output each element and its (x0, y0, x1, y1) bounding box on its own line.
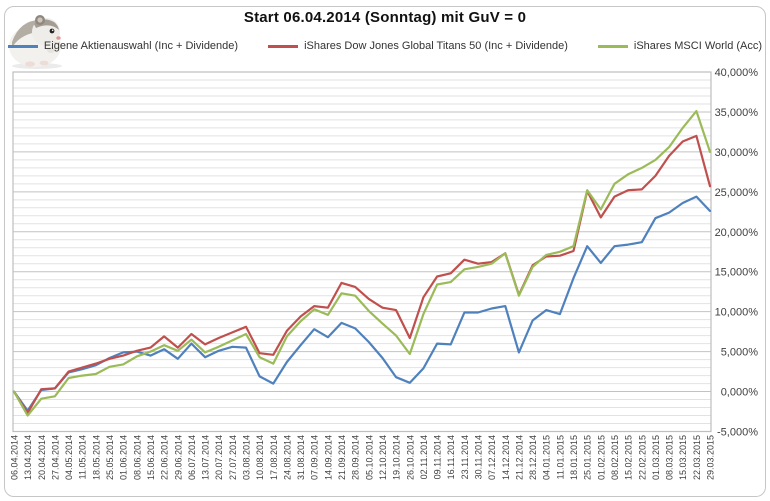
x-tick-label: 19.10.2014 (392, 435, 402, 480)
x-tick-label: 07.12.2014 (487, 435, 497, 480)
y-tick-label: 30,000% (715, 147, 759, 159)
x-tick-label: 10.08.2014 (255, 435, 265, 480)
y-tick-label: 40,000% (715, 67, 759, 79)
x-tick-label: 03.08.2014 (242, 435, 252, 480)
x-tick-label: 18.01.2015 (569, 435, 579, 480)
x-tick-label: 14.09.2014 (323, 435, 333, 480)
x-tick-label: 22.02.2015 (637, 435, 647, 480)
x-tick-label: 06.04.2014 (10, 435, 20, 480)
x-tick-label: 17.08.2014 (269, 435, 279, 480)
x-tick-label: 07.09.2014 (310, 435, 320, 480)
legend-item-0: Eigene Aktienauswahl (Inc + Dividende) (7, 40, 239, 52)
x-tick-label: 02.11.2014 (419, 435, 429, 479)
x-tick-label: 26.10.2014 (405, 435, 415, 480)
x-tick-label: 24.08.2014 (282, 435, 292, 480)
x-tick-label: 08.06.2014 (132, 435, 142, 480)
legend-label: iShares MSCI World (Acc) (633, 40, 763, 52)
x-tick-label: 21.12.2014 (514, 435, 524, 480)
x-tick-label: 09.11.2014 (433, 435, 443, 479)
x-tick-label: 18.05.2014 (91, 435, 101, 480)
legend-line-swatch (7, 44, 38, 48)
x-tick-label: 14.12.2014 (501, 435, 511, 480)
x-tick-label: 30.11.2014 (474, 435, 484, 479)
x-tick-label: 11.05.2014 (78, 435, 88, 479)
x-tick-label: 01.06.2014 (119, 435, 129, 480)
x-tick-label: 13.04.2014 (23, 435, 33, 480)
x-tick-label: 12.10.2014 (378, 435, 388, 480)
x-tick-label: 15.03.2015 (678, 435, 688, 480)
x-tick-label: 01.03.2015 (651, 435, 661, 480)
y-tick-label: 10,000% (715, 307, 759, 319)
chart-title: Start 06.04.2014 (Sonntag) mit GuV = 0 (243, 9, 527, 26)
x-tick-label: 15.02.2015 (624, 435, 634, 480)
chart-legend: Eigene Aktienauswahl (Inc + Dividende) iS… (0, 40, 770, 52)
y-tick-label: 15,000% (715, 267, 759, 279)
x-tick-label: 29.06.2014 (173, 435, 183, 480)
x-tick-label: 01.02.2015 (596, 435, 606, 480)
x-tick-label: 22.06.2014 (160, 435, 170, 480)
y-tick-label: 25,000% (715, 187, 759, 199)
legend-item-1: iShares Dow Jones Global Titans 50 (Inc … (268, 40, 568, 52)
y-tick-label: 5,000% (721, 347, 759, 359)
x-tick-label: 15.06.2014 (146, 435, 156, 480)
x-tick-label: 08.02.2015 (610, 435, 620, 480)
x-tick-label: 05.10.2014 (364, 435, 374, 480)
x-tick-label: 28.09.2014 (351, 435, 361, 480)
x-tick-label: 20.07.2014 (214, 435, 224, 480)
y-tick-label: -5,000% (717, 427, 758, 439)
x-tick-label: 04.01.2015 (542, 435, 552, 480)
y-tick-label: 20,000% (715, 227, 759, 239)
x-tick-label: 25.01.2015 (583, 435, 593, 480)
x-tick-label: 08.03.2015 (665, 435, 675, 480)
series-line-0 (12, 195, 712, 412)
series-line-1 (12, 134, 712, 415)
x-tick-label: 23.11.2014 (460, 435, 470, 479)
legend-label: Eigene Aktienauswahl (Inc + Dividende) (43, 40, 239, 52)
x-tick-label: 31.08.2014 (296, 435, 306, 480)
legend-line-swatch (268, 44, 299, 48)
plot-border (12, 71, 712, 433)
legend-line-swatch (597, 44, 628, 48)
x-tick-label: 27.07.2014 (228, 435, 238, 480)
x-tick-label: 06.07.2014 (187, 435, 197, 480)
x-tick-label: 11.01.2015 (555, 435, 565, 479)
x-tick-label: 21.09.2014 (337, 435, 347, 480)
series-line-2 (12, 109, 712, 417)
y-tick-label: 35,000% (715, 107, 759, 119)
x-tick-label: 16.11.2014 (446, 435, 456, 479)
x-tick-label: 20.04.2014 (37, 435, 47, 480)
x-tick-label: 22.03.2015 (692, 435, 702, 480)
x-tick-label: 27.04.2014 (50, 435, 60, 480)
x-tick-label: 29.03.2015 (706, 435, 716, 480)
x-tick-label: 28.12.2014 (528, 435, 538, 480)
x-tick-label: 13.07.2014 (201, 435, 211, 480)
x-tick-label: 25.05.2014 (105, 435, 115, 480)
legend-item-2: iShares MSCI World (Acc) (597, 40, 763, 52)
legend-label: iShares Dow Jones Global Titans 50 (Inc … (304, 40, 568, 52)
x-tick-label: 04.05.2014 (64, 435, 74, 480)
y-tick-label: 0,000% (721, 387, 759, 399)
